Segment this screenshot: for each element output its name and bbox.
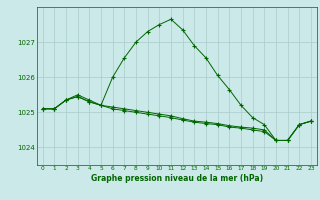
X-axis label: Graphe pression niveau de la mer (hPa): Graphe pression niveau de la mer (hPa) [91, 174, 263, 183]
